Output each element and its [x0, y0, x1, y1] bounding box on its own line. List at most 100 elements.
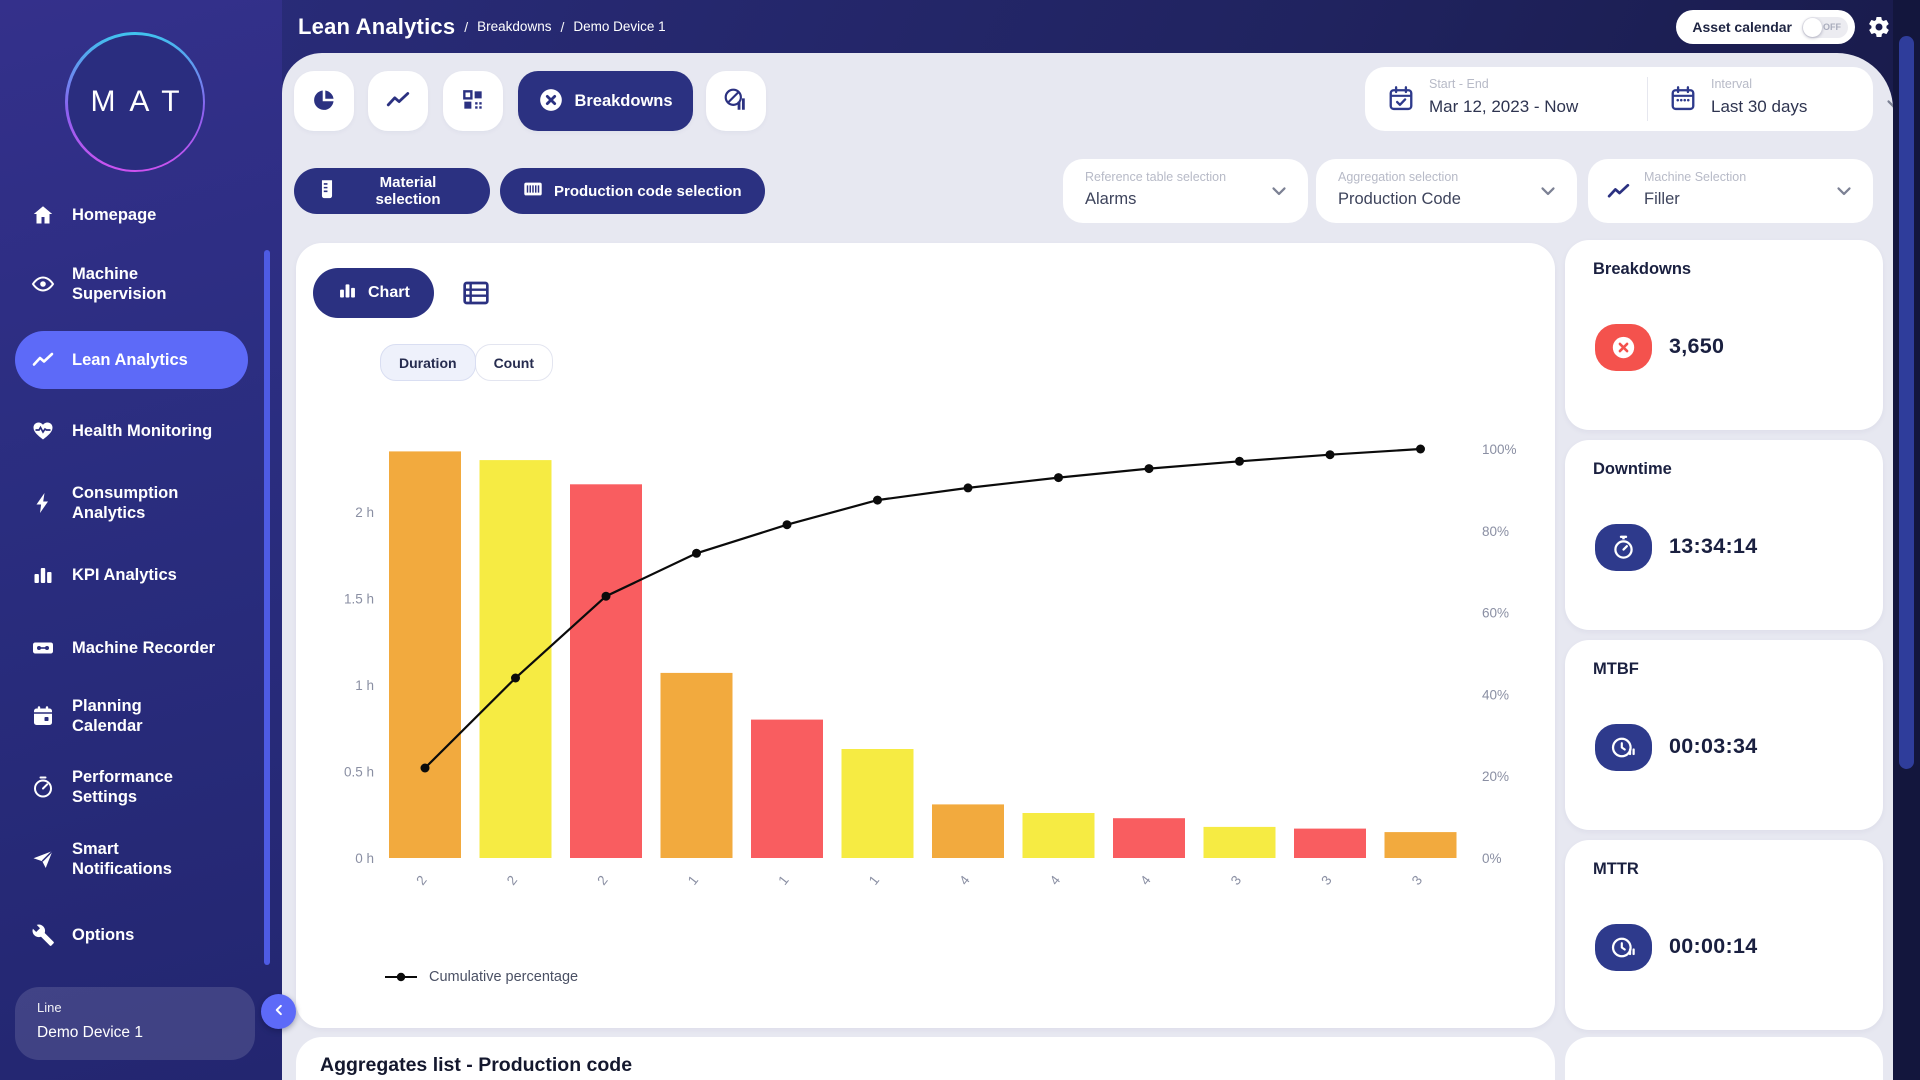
trend-icon — [1606, 179, 1631, 204]
toggle-switch[interactable]: OFF — [1802, 16, 1848, 38]
svg-text:4: 4 — [1137, 872, 1154, 888]
tab-label: Breakdowns — [574, 91, 673, 110]
x-circle-solid-icon — [1595, 324, 1652, 371]
y-axis-left: 0 h 0.5 h 1 h 1.5 h 2 h — [344, 505, 374, 866]
stat-title: MTBF — [1593, 660, 1639, 678]
interval-value: Last 30 days — [1711, 97, 1808, 116]
barcode-icon — [522, 178, 544, 204]
sidebar-collapse-button[interactable] — [261, 994, 296, 1029]
svg-text:2: 2 — [413, 873, 429, 888]
sidebar-item-planning-calendar[interactable]: Planning Calendar — [15, 684, 248, 748]
production-code-selection-button[interactable]: Production code selection — [500, 168, 765, 214]
chart-legend: Cumulative percentage — [384, 969, 578, 985]
chart-button-label: Chart — [368, 284, 410, 301]
trend-icon — [385, 87, 411, 116]
calendar-icon — [1669, 85, 1697, 113]
chevron-down-icon — [1537, 180, 1559, 202]
tab-grid-view[interactable] — [443, 71, 503, 131]
start-end-field[interactable]: Start - End Mar 12, 2023 - Now — [1387, 67, 1647, 131]
asset-calendar-toggle[interactable]: Asset calendar OFF — [1676, 10, 1855, 44]
settings-gear-icon[interactable] — [1867, 15, 1891, 39]
svg-text:4: 4 — [1047, 872, 1064, 888]
svg-text:4: 4 — [956, 872, 973, 888]
stat-card-mttr: MTTR 00:00:14 — [1565, 840, 1883, 1030]
select-reference-table-selection[interactable]: Reference table selection Alarms — [1063, 159, 1308, 223]
svg-text:2: 2 — [504, 873, 520, 888]
start-end-label: Start - End — [1429, 77, 1489, 91]
select-value: Filler — [1644, 190, 1680, 208]
topbar: Lean Analytics / Breakdowns / Demo Devic… — [282, 0, 1893, 53]
page-scrollbar[interactable] — [1893, 0, 1920, 1080]
select-label: Aggregation selection — [1338, 170, 1459, 184]
page-title: Lean Analytics — [298, 13, 456, 39]
svg-text:1: 1 — [685, 873, 701, 888]
stat-card-breakdowns: Breakdowns 3,650 — [1565, 240, 1883, 430]
stat-title: MTTR — [1593, 860, 1639, 878]
stopwatch-icon — [1595, 524, 1652, 571]
chevron-left-icon — [270, 1001, 288, 1022]
toggle-count[interactable]: Count — [474, 344, 553, 381]
svg-text:1.5 h: 1.5 h — [344, 592, 374, 607]
stat-card-mtbf: MTBF 00:03:34 — [1565, 640, 1883, 830]
stat-value: 00:03:34 — [1669, 734, 1758, 758]
sidebar-scrollbar-thumb[interactable] — [264, 250, 270, 965]
tab-breakdowns-view[interactable]: Breakdowns — [518, 71, 693, 131]
logo-text: MAT — [90, 85, 194, 118]
chevron-down-icon — [1833, 180, 1855, 202]
sidebar-item-machine-recorder[interactable]: Machine Recorder — [15, 624, 248, 672]
tab-pie-view[interactable] — [294, 71, 354, 131]
sidebar-item-health-monitoring[interactable]: Health Monitoring — [15, 407, 248, 455]
button-label: Production code selection — [554, 182, 742, 200]
sidebar-item-performance-settings[interactable]: Performance Settings — [15, 755, 248, 819]
select-label: Reference table selection — [1085, 170, 1227, 184]
select-aggregation-selection[interactable]: Aggregation selection Production Code — [1316, 159, 1577, 223]
material-icon — [316, 178, 338, 204]
breadcrumb-separator: / — [464, 18, 469, 35]
breadcrumb-item[interactable]: Demo Device 1 — [573, 19, 666, 34]
sidebar-item-lean-analytics[interactable]: Lean Analytics — [15, 331, 248, 389]
sidebar-item-homepage[interactable]: Homepage — [15, 191, 248, 239]
select-machine-selection[interactable]: Machine Selection Filler — [1588, 159, 1873, 223]
toggle-duration[interactable]: Duration — [380, 344, 476, 381]
tab-downtime-view[interactable] — [706, 71, 766, 131]
sidebar-item-consumption-analytics[interactable]: Consumption Analytics — [15, 471, 248, 535]
paper-plane-icon — [31, 847, 55, 871]
sidebar-item-options[interactable]: Options — [15, 911, 248, 959]
device-selector[interactable]: Line Demo Device 1 — [15, 987, 255, 1060]
sidebar-item-label: Lean Analytics — [72, 350, 188, 369]
svg-text:100%: 100% — [1482, 442, 1517, 457]
sidebar-item-label: Consumption Analytics — [72, 483, 179, 522]
eye-icon — [31, 272, 55, 296]
svg-text:60%: 60% — [1482, 606, 1509, 621]
page-scrollbar-thumb[interactable] — [1899, 36, 1914, 769]
svg-text:0 h: 0 h — [355, 851, 374, 866]
legend-line-marker — [385, 972, 417, 982]
tab-trend-view[interactable] — [368, 71, 428, 131]
divider — [1647, 77, 1648, 121]
interval-label: Interval — [1711, 77, 1752, 91]
sidebar-item-label: Planning Calendar — [72, 696, 143, 735]
material-selection-button[interactable]: Material selection — [294, 168, 490, 214]
heart-pulse-icon — [31, 419, 55, 443]
interval-field[interactable]: Interval Last 30 days — [1669, 67, 1901, 131]
chart-view-button[interactable]: Chart — [313, 268, 434, 318]
wrench-icon — [31, 923, 55, 947]
sidebar-item-machine-supervision[interactable]: Machine Supervision — [15, 252, 248, 316]
sidebar-item-smart-notifications[interactable]: Smart Notifications — [15, 827, 248, 891]
content-panel: Breakdowns Start - End Mar 12, 2023 - No… — [282, 53, 1901, 1080]
stat-title: Breakdowns — [1593, 260, 1692, 278]
breadcrumb-separator: / — [560, 18, 565, 35]
trend-icon — [31, 348, 55, 372]
sidebar: MAT Homepage Machine Supervision Lean Analy… — [0, 0, 282, 1080]
device-name: Demo Device 1 — [37, 1024, 143, 1041]
table-view-button[interactable] — [460, 277, 492, 309]
stat-card-partial — [1565, 1037, 1883, 1080]
calendar-icon — [31, 704, 55, 728]
svg-text:0.5 h: 0.5 h — [344, 765, 374, 780]
pareto-chart: 0 h0.5 h1 h1.5 h2 h0%20%40%60%80%100%2 2 2… — [344, 442, 1517, 888]
svg-text:2 h: 2 h — [355, 505, 374, 520]
sidebar-item-kpi-analytics[interactable]: KPI Analytics — [15, 551, 248, 599]
breadcrumb-item[interactable]: Breakdowns — [477, 19, 552, 34]
